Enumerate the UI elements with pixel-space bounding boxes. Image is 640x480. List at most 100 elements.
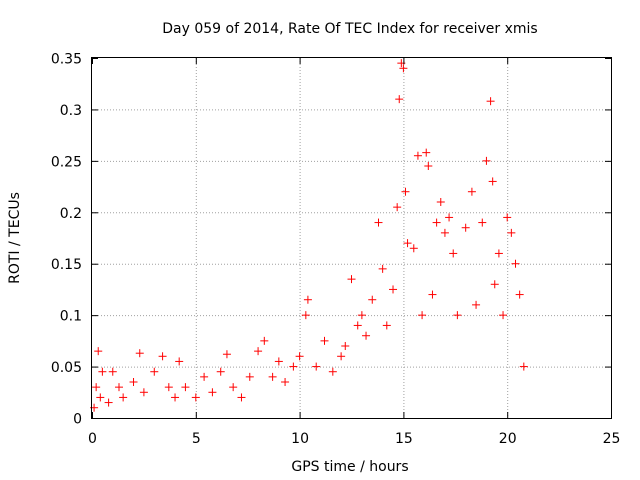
data-point	[328, 367, 337, 376]
data-point	[301, 311, 310, 320]
data-point	[511, 259, 520, 268]
data-point	[347, 275, 356, 284]
data-point	[260, 336, 269, 345]
y-axis-label: ROTI / TECUs	[7, 192, 23, 284]
data-point	[488, 177, 497, 186]
data-point	[337, 352, 346, 361]
axis-ticks: 0 5 10 15 20 25 0 0.05 0.1 0.15 0.2 0.25 0.3 0.35	[51, 52, 621, 448]
data-point	[281, 378, 290, 386]
data-point	[403, 239, 412, 248]
data-point	[268, 372, 277, 381]
data-point	[92, 383, 101, 392]
data-point	[478, 218, 487, 227]
data-point	[515, 290, 524, 299]
data-point	[519, 362, 528, 371]
data-point	[374, 218, 383, 227]
data-point	[445, 213, 454, 222]
data-point	[378, 264, 387, 273]
data-point	[289, 362, 298, 371]
data-point	[503, 213, 512, 222]
data-point	[486, 97, 495, 106]
data-point	[409, 244, 418, 253]
data-point	[389, 285, 398, 294]
data-point	[424, 162, 433, 170]
data-point	[229, 383, 238, 392]
data-point	[399, 64, 408, 73]
data-point	[96, 393, 105, 402]
data-point	[181, 383, 190, 392]
x-tick-label: 10	[291, 431, 309, 447]
grid-lines	[92, 58, 611, 418]
data-point	[341, 342, 350, 350]
data-point	[432, 218, 441, 227]
data-points	[90, 59, 528, 412]
data-point	[428, 290, 437, 299]
data-point	[436, 198, 445, 206]
y-tick-label: 0.05	[51, 360, 82, 376]
data-point	[449, 249, 458, 258]
data-point	[135, 349, 144, 358]
x-tick-label: 15	[395, 431, 413, 447]
y-tick-label: 0.15	[51, 257, 82, 273]
data-point	[467, 187, 476, 196]
data-point	[482, 156, 491, 165]
data-point	[362, 331, 371, 340]
data-point	[453, 311, 462, 320]
data-point	[108, 367, 117, 376]
data-point	[395, 95, 404, 104]
data-point	[499, 311, 508, 320]
data-point	[191, 393, 200, 402]
x-tick-label: 20	[499, 431, 517, 447]
data-point	[245, 372, 254, 381]
data-point	[158, 352, 167, 361]
data-point	[312, 362, 321, 371]
data-point	[353, 321, 362, 330]
x-tick-label: 0	[88, 431, 97, 447]
y-tick-label: 0	[73, 412, 82, 428]
x-tick-label: 25	[603, 431, 621, 447]
data-point	[295, 352, 304, 361]
data-point	[274, 357, 283, 366]
data-point	[303, 295, 312, 304]
data-point	[393, 203, 402, 212]
data-point	[114, 383, 123, 392]
data-point	[490, 280, 499, 289]
data-point	[94, 347, 103, 356]
x-axis-label: GPS time / hours	[291, 459, 408, 475]
y-tick-label: 0.25	[51, 154, 82, 170]
data-point	[461, 223, 470, 232]
data-point	[119, 393, 128, 402]
data-point	[104, 398, 113, 407]
chart-title: Day 059 of 2014, Rate Of TEC Index for r…	[162, 21, 537, 37]
data-point	[357, 311, 366, 320]
data-point	[164, 383, 173, 392]
data-point	[171, 393, 180, 402]
data-point	[237, 393, 246, 402]
data-point	[320, 336, 329, 345]
data-point	[494, 249, 503, 258]
data-point	[98, 367, 107, 376]
data-point	[472, 300, 481, 309]
y-tick-label: 0.1	[60, 309, 82, 325]
data-point	[440, 228, 449, 237]
data-point	[175, 357, 184, 366]
data-point	[139, 388, 148, 397]
data-point	[413, 151, 422, 160]
y-tick-label: 0.2	[60, 206, 82, 222]
data-point	[401, 187, 410, 196]
plot-frame	[91, 57, 612, 419]
data-point	[129, 378, 138, 386]
data-point	[368, 295, 377, 304]
data-point	[507, 228, 516, 237]
y-tick-label: 0.3	[60, 103, 82, 119]
data-point	[222, 350, 231, 359]
data-point	[200, 372, 209, 381]
data-point	[254, 347, 263, 356]
x-tick-label: 5	[192, 431, 201, 447]
data-point	[216, 367, 225, 376]
data-point	[208, 388, 217, 397]
y-tick-label: 0.35	[51, 52, 82, 68]
data-point	[150, 367, 159, 376]
data-point	[382, 321, 391, 330]
